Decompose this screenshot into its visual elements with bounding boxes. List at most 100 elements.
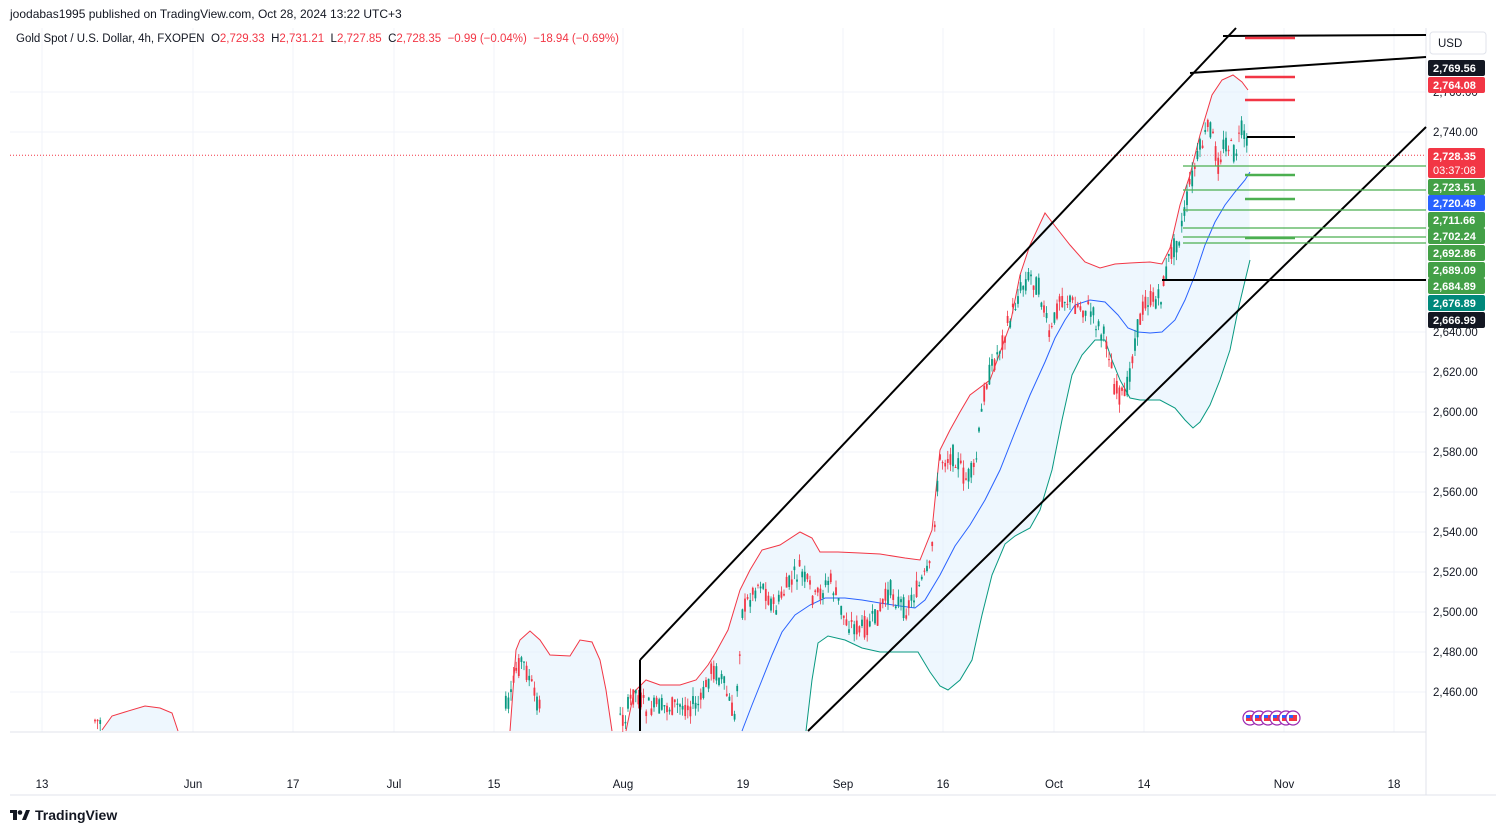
candle-body	[991, 359, 993, 366]
symbol-name[interactable]: Gold Spot / U.S. Dollar, 4h, FXOPEN	[16, 33, 205, 45]
channel-upper-line[interactable]	[639, 27, 1237, 661]
candle-body	[1048, 330, 1051, 337]
candle-body	[694, 702, 697, 709]
candle	[96, 719, 99, 730]
candle	[967, 467, 970, 489]
price-tick-label: 2,460.00	[1433, 687, 1478, 699]
candle	[1087, 295, 1090, 306]
resistance-line-2[interactable]	[1222, 34, 1427, 37]
candle	[94, 718, 96, 724]
resistance-line-1[interactable]	[1189, 56, 1427, 74]
price-label-text: 2,728.35	[1433, 151, 1476, 163]
price-label[interactable]: 2,728.35 03:37:08	[1428, 148, 1485, 178]
candle	[520, 655, 523, 669]
candle-body	[673, 699, 676, 703]
candle-body	[1209, 122, 1212, 138]
candle	[775, 605, 778, 615]
candle-body	[1175, 240, 1178, 253]
candle-body	[1108, 359, 1110, 361]
candle-body	[957, 458, 960, 470]
price-label[interactable]: 2,692.86	[1428, 245, 1485, 261]
candle	[1149, 284, 1152, 308]
candle	[1175, 240, 1178, 261]
candle-body	[1035, 277, 1038, 295]
candle-body	[1043, 305, 1045, 313]
candle-body	[94, 719, 96, 722]
candle-body	[996, 352, 999, 355]
price-label[interactable]: 2,702.24	[1428, 228, 1485, 244]
event-flag-canton	[1289, 715, 1293, 718]
candle-body	[946, 459, 949, 463]
event-flag-canton	[1282, 715, 1286, 718]
currency-badge[interactable]	[1429, 31, 1487, 55]
candle	[988, 357, 991, 386]
candle	[1053, 312, 1056, 325]
candle	[1006, 310, 1009, 327]
candle	[741, 608, 744, 620]
candle-body	[1131, 356, 1134, 364]
candle-body	[848, 629, 850, 633]
candle	[983, 382, 986, 406]
candle-body	[970, 462, 973, 478]
price-label[interactable]: 2,711.66	[1428, 212, 1485, 228]
candle	[536, 692, 538, 715]
candle	[957, 452, 960, 478]
candle-body	[814, 590, 817, 592]
candle-body	[910, 594, 913, 601]
price-label-text: 2,689.09	[1433, 265, 1476, 277]
candle-body	[1092, 307, 1095, 316]
candle-body	[983, 385, 986, 402]
candle-body	[686, 705, 689, 711]
price-label[interactable]: 2,720.49	[1428, 195, 1485, 211]
event-flag-icon[interactable]	[1285, 710, 1301, 726]
candle-body	[536, 696, 538, 711]
price-label[interactable]: 2,764.08	[1428, 77, 1485, 93]
bollinger-band-fill	[102, 75, 1250, 731]
candle	[1045, 306, 1048, 323]
candle-body	[629, 694, 632, 699]
currency-button[interactable]: USD	[1429, 31, 1487, 55]
candle-body	[741, 609, 744, 618]
candle	[528, 669, 531, 687]
candle	[978, 426, 980, 434]
candle	[1196, 143, 1199, 162]
candle	[663, 704, 666, 714]
candle	[619, 706, 622, 716]
time-axis[interactable]: 13 Jun 17 Jul 15 Aug 19 Sep 16 Oct 14 Nov 18	[36, 779, 1401, 791]
channel-lower-line[interactable]	[807, 126, 1427, 732]
price-label[interactable]: 2,769.56	[1428, 60, 1485, 76]
price-label[interactable]: 2,676.89	[1428, 295, 1485, 311]
candle	[962, 460, 965, 491]
price-label[interactable]: 2,666.99	[1428, 312, 1485, 328]
candle	[801, 568, 804, 586]
candle	[1123, 382, 1126, 397]
candle-body	[913, 600, 915, 603]
economic-events[interactable]	[1242, 710, 1301, 726]
price-label-text: 2,769.56	[1433, 63, 1476, 75]
candle	[515, 661, 518, 674]
candle-body	[1030, 274, 1032, 277]
candle-body	[1157, 289, 1160, 299]
candle-body	[985, 383, 988, 389]
price-label[interactable]: 2,689.09	[1428, 262, 1485, 278]
candle-body	[1180, 220, 1183, 227]
candle	[975, 451, 978, 463]
candle-body	[967, 468, 970, 482]
candle	[887, 581, 889, 610]
candle-body	[1141, 301, 1144, 315]
price-label[interactable]: 2,684.89	[1428, 278, 1485, 294]
candle-body	[715, 666, 718, 681]
drawing-tools[interactable]	[639, 27, 1427, 732]
candle-body	[679, 704, 681, 707]
price-axis[interactable]: 2,460.00 2,480.00 2,500.00 2,520.00 2,540.00…	[1428, 31, 1487, 699]
candle	[1157, 284, 1160, 306]
candle-body	[1212, 131, 1214, 134]
candle	[762, 583, 765, 591]
candle-body	[1105, 341, 1108, 350]
candle	[944, 459, 947, 473]
candle-body	[510, 689, 512, 693]
price-label[interactable]: 2,723.51	[1428, 179, 1485, 195]
candle	[1243, 124, 1246, 148]
price-label-bg	[1428, 60, 1485, 76]
